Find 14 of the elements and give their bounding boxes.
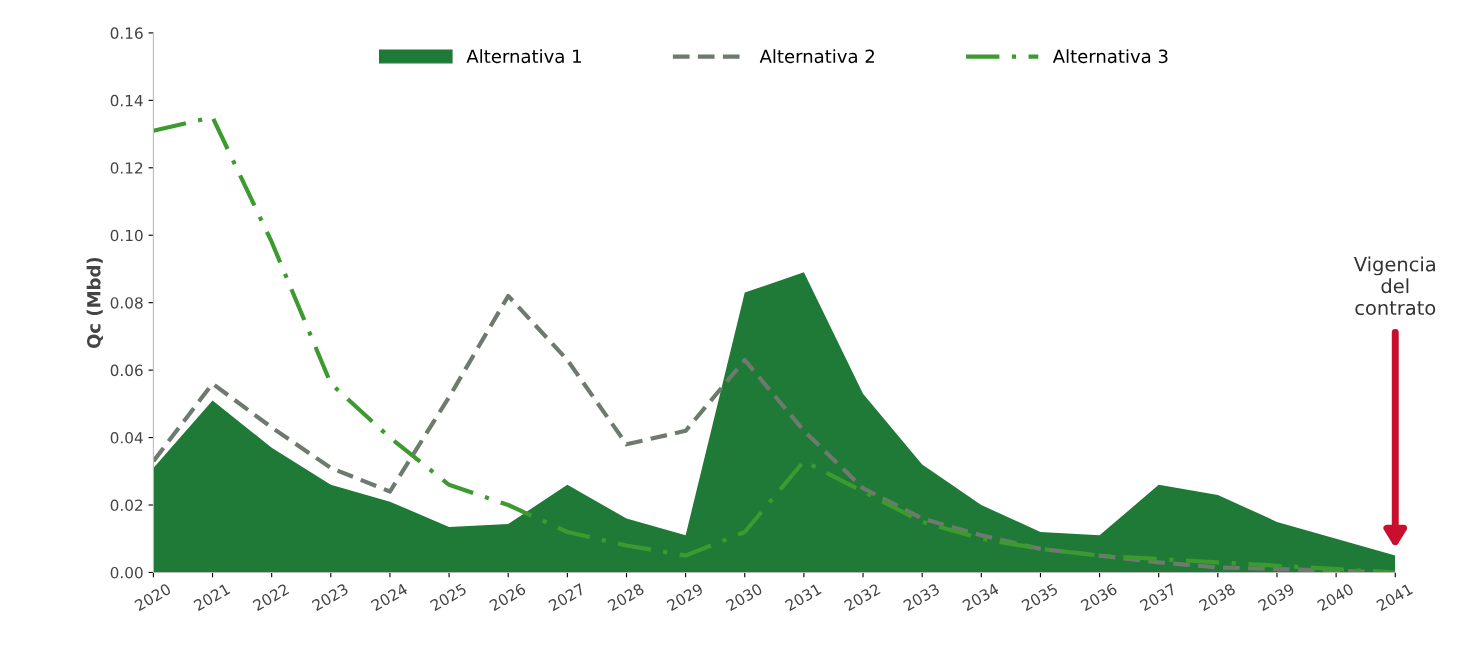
y-tick-label: 0.16 [110, 27, 143, 39]
y-axis-title: Qc (Mbd) [86, 257, 103, 349]
legend-label: Alternativa 2 [759, 49, 874, 64]
y-tick-label: 0.04 [110, 432, 143, 444]
y-tick-label: 0.14 [110, 94, 143, 107]
y-tick-label: 0.00 [110, 566, 143, 579]
y-tick-label: 0.10 [110, 229, 143, 242]
annotation: Vigencia del contrato [1353, 256, 1436, 316]
legend-label: Alternativa 1 [466, 49, 581, 64]
y-tick-label: 0.06 [110, 364, 143, 377]
y-tick-label: 0.08 [110, 297, 143, 309]
legend-label: Alternativa 3 [1052, 49, 1168, 64]
y-tick-label: 0.12 [110, 162, 143, 174]
y-tick-label: 0.02 [110, 499, 143, 512]
